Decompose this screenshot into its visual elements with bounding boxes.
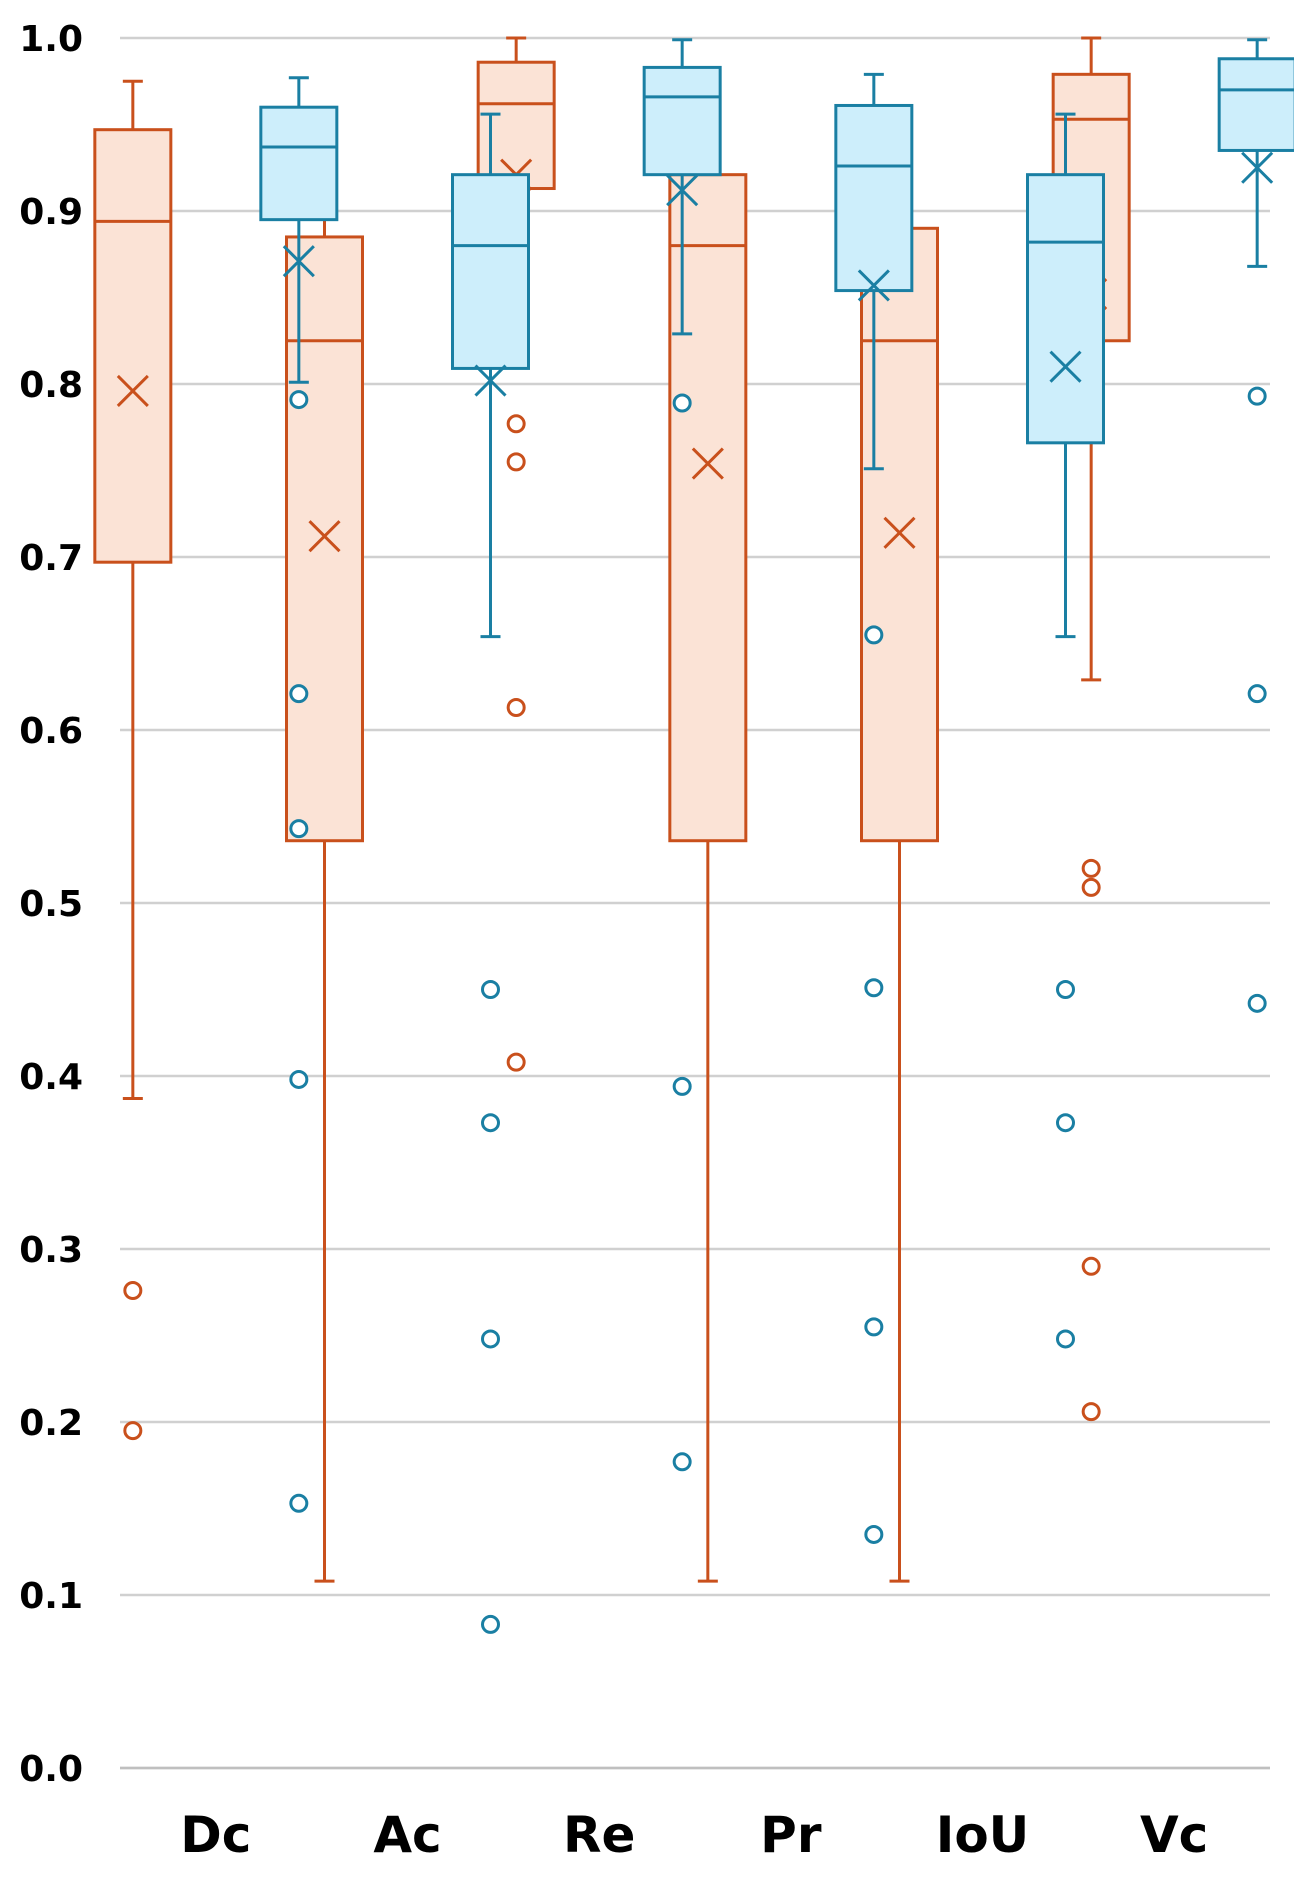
outlier-point <box>1056 980 1075 999</box>
mean-marker <box>1241 151 1274 184</box>
outlier-point <box>289 390 309 410</box>
box-Dc-series-2 <box>259 76 339 1513</box>
outlier-point <box>672 1076 692 1096</box>
outlier-point <box>864 1317 884 1337</box>
outlier-point <box>289 684 309 704</box>
box-body <box>834 103 914 293</box>
x-tick-label: Vc <box>1140 1806 1208 1864</box>
outlier-point <box>864 625 884 645</box>
outlier-point <box>672 393 692 413</box>
outlier-point <box>289 1493 309 1513</box>
outlier-point <box>506 452 526 472</box>
box-Dc-series-1 <box>93 79 173 1441</box>
outlier-point <box>672 1452 692 1472</box>
outlier-point <box>506 414 526 434</box>
mean-marker <box>691 447 724 480</box>
outlier-point <box>1247 684 1267 704</box>
y-tick-label: 0.9 <box>19 192 83 233</box>
outlier-point <box>1247 993 1267 1013</box>
mean-marker <box>474 364 507 397</box>
outlier-point <box>481 1614 500 1634</box>
box-body <box>451 173 530 370</box>
x-tick-label: Dc <box>180 1806 251 1864</box>
x-tick-label: IoU <box>936 1806 1030 1864</box>
outlier-point <box>481 980 500 999</box>
box-Ac-series-2 <box>451 112 530 1634</box>
box-Pr-series-2 <box>834 72 914 1544</box>
x-axis: Dc Ac Re Pr IoU Vc <box>120 1766 1270 1864</box>
outlier-point <box>864 978 884 998</box>
mean-marker <box>666 174 699 207</box>
mean-marker <box>308 520 341 553</box>
mean-marker <box>1049 350 1082 383</box>
outlier-point <box>1081 858 1101 878</box>
y-tick-label: 0.7 <box>19 538 83 579</box>
outlier-point <box>481 1329 500 1349</box>
x-tick-label: Re <box>563 1806 635 1864</box>
box-Re-series-2 <box>642 38 722 1472</box>
outlier-point <box>1247 386 1267 406</box>
y-tick-label: 0.2 <box>19 1403 83 1444</box>
mean-marker <box>116 374 149 407</box>
boxes <box>93 36 1294 1634</box>
outlier-point <box>864 1524 884 1544</box>
y-axis: 0.0 0.1 0.2 0.3 0.4 0.5 0.6 0.7 0.8 0.9 1.0 <box>19 19 83 1790</box>
y-tick-label: 0.5 <box>19 884 83 925</box>
box-Vc-series-2 <box>1217 38 1294 1013</box>
outlier-point <box>1056 1329 1075 1349</box>
box-body <box>642 65 722 177</box>
mean-marker <box>857 269 890 302</box>
outlier-point <box>481 1113 500 1133</box>
y-tick-label: 0.6 <box>19 711 83 752</box>
y-tick-label: 0.3 <box>19 1230 83 1271</box>
y-tick-label: 0.1 <box>19 1576 83 1617</box>
y-tick-label: 0.4 <box>19 1057 83 1098</box>
outlier-point <box>1056 1113 1075 1133</box>
outlier-point <box>1081 1402 1101 1422</box>
mean-marker <box>883 516 916 549</box>
box-body <box>1217 57 1294 152</box>
y-tick-label: 1.0 <box>19 19 83 60</box>
outlier-point <box>506 1052 526 1072</box>
outlier-point <box>1081 877 1101 897</box>
box-IoU-series-2 <box>1026 112 1105 1349</box>
outlier-point <box>289 1069 309 1089</box>
x-tick-label: Pr <box>760 1806 822 1864</box>
box-body <box>1026 173 1105 445</box>
outlier-point <box>289 819 309 839</box>
x-tick-label: Ac <box>373 1806 441 1864</box>
y-tick-label: 0.0 <box>19 1749 83 1790</box>
outlier-point <box>1081 1256 1101 1276</box>
box-body <box>259 105 339 222</box>
outlier-point <box>506 698 526 718</box>
mean-marker <box>282 245 315 278</box>
outlier-point <box>123 1421 143 1441</box>
y-tick-label: 0.8 <box>19 365 83 406</box>
outlier-point <box>123 1281 143 1301</box>
box-body <box>93 128 173 564</box>
